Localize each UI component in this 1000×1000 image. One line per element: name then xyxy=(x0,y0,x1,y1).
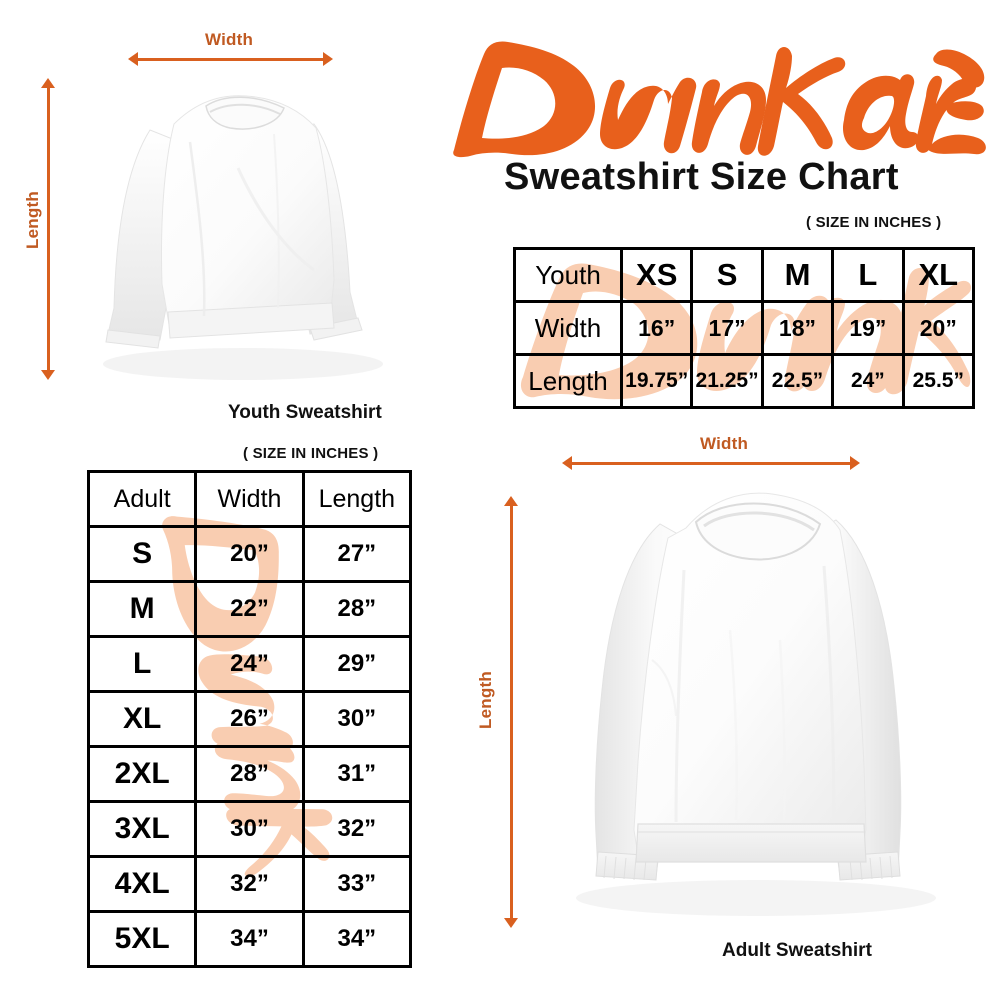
adult-width-label: Width xyxy=(700,434,749,453)
adult-size-cell: M xyxy=(86,580,198,638)
adult-width-cell: 26” xyxy=(194,690,305,748)
youth-length-value: 22.5” xyxy=(760,353,835,409)
chart-title: Sweatshirt Size Chart xyxy=(504,156,899,198)
table-row: Youth XS S M L XL xyxy=(513,247,976,303)
youth-length-label: Length xyxy=(23,191,42,249)
table-row: 3XL 30” 32” xyxy=(86,800,413,858)
adult-sweatshirt-caption: Adult Sweatshirt xyxy=(722,940,872,961)
youth-size-header: L xyxy=(831,247,905,303)
adult-length-arrow xyxy=(504,496,518,928)
adult-width-cell: 22” xyxy=(194,580,305,638)
table-row: S 20” 27” xyxy=(86,525,413,583)
youth-size-header: XL xyxy=(901,247,976,303)
adult-length-cell: 28” xyxy=(301,580,413,638)
brand-wordmark-logo xyxy=(440,34,988,164)
table-row: XL 26” 30” xyxy=(86,690,413,748)
table-row: 2XL 28” 31” xyxy=(86,745,413,803)
arrow-shaft xyxy=(46,85,50,373)
table-row: 5XL 34” 34” xyxy=(86,910,413,968)
adult-length-cell: 34” xyxy=(301,910,413,968)
adult-size-cell: L xyxy=(86,635,198,693)
youth-sweatshirt-caption: Youth Sweatshirt xyxy=(228,402,382,423)
youth-length-value: 24” xyxy=(831,353,905,409)
table-row: M 22” 28” xyxy=(86,580,413,638)
adult-width-cell: 28” xyxy=(194,745,305,803)
youth-size-table: Youth XS S M L XL Width 16” 17” 18” 19” … xyxy=(513,247,976,409)
table-row: Length 19.75” 21.25” 22.5” 24” 25.5” xyxy=(513,353,976,409)
arrow-head-up-icon xyxy=(504,496,518,506)
adult-size-cell: S xyxy=(86,525,198,583)
table-row: 4XL 32” 33” xyxy=(86,855,413,913)
youth-size-header: XS xyxy=(619,247,694,303)
arrow-head-right-icon xyxy=(850,456,860,470)
adult-col-header-length: Length xyxy=(301,470,413,528)
adult-width-arrow xyxy=(562,456,860,470)
adult-length-cell: 33” xyxy=(301,855,413,913)
table-row: Adult Width Length xyxy=(86,470,413,528)
adult-length-cell: 32” xyxy=(301,800,413,858)
adult-length-label: Length xyxy=(476,671,495,729)
youth-corner-label: Youth xyxy=(513,247,623,303)
youth-width-row-label: Width xyxy=(513,300,623,356)
adult-size-cell: XL xyxy=(86,690,198,748)
youth-width-value: 19” xyxy=(831,300,905,356)
youth-units-note: ( SIZE IN INCHES ) xyxy=(806,214,942,231)
youth-length-arrow xyxy=(41,78,55,380)
adult-size-cell: 2XL xyxy=(86,745,198,803)
arrow-head-left-icon xyxy=(128,52,138,66)
arrow-shaft xyxy=(509,503,513,921)
arrow-head-down-icon xyxy=(504,918,518,928)
adult-size-cell: 4XL xyxy=(86,855,198,913)
youth-width-value: 18” xyxy=(760,300,835,356)
youth-length-value: 21.25” xyxy=(690,353,764,409)
adult-width-cell: 30” xyxy=(194,800,305,858)
youth-length-value: 25.5” xyxy=(901,353,976,409)
youth-width-value: 20” xyxy=(901,300,976,356)
youth-length-value: 19.75” xyxy=(619,353,694,409)
arrow-shaft xyxy=(569,461,853,465)
arrow-head-left-icon xyxy=(562,456,572,470)
adult-sweatshirt-image xyxy=(534,480,974,932)
adult-length-cell: 29” xyxy=(301,635,413,693)
adult-col-header-size: Adult xyxy=(86,470,198,528)
adult-size-cell: 5XL xyxy=(86,910,198,968)
adult-length-cell: 31” xyxy=(301,745,413,803)
adult-size-cell: 3XL xyxy=(86,800,198,858)
adult-width-cell: 34” xyxy=(194,910,305,968)
adult-size-table: Adult Width Length S 20” 27” M 22” 28” L… xyxy=(86,470,413,968)
youth-size-header: M xyxy=(760,247,835,303)
arrow-head-up-icon xyxy=(41,78,55,88)
adult-width-cell: 20” xyxy=(194,525,305,583)
arrow-head-down-icon xyxy=(41,370,55,380)
youth-width-arrow xyxy=(128,52,333,66)
table-row: Width 16” 17” 18” 19” 20” xyxy=(513,300,976,356)
youth-size-header: S xyxy=(690,247,764,303)
youth-width-value: 17” xyxy=(690,300,764,356)
table-row: L 24” 29” xyxy=(86,635,413,693)
arrow-head-right-icon xyxy=(323,52,333,66)
youth-width-value: 16” xyxy=(619,300,694,356)
youth-width-label: Width xyxy=(205,30,254,49)
adult-units-note: ( SIZE IN INCHES ) xyxy=(243,445,379,462)
adult-col-header-width: Width xyxy=(194,470,305,528)
adult-width-cell: 24” xyxy=(194,635,305,693)
adult-length-cell: 30” xyxy=(301,690,413,748)
youth-sweatshirt-image xyxy=(78,72,398,390)
arrow-shaft xyxy=(135,57,326,61)
adult-width-cell: 32” xyxy=(194,855,305,913)
youth-length-row-label: Length xyxy=(513,353,623,409)
adult-length-cell: 27” xyxy=(301,525,413,583)
